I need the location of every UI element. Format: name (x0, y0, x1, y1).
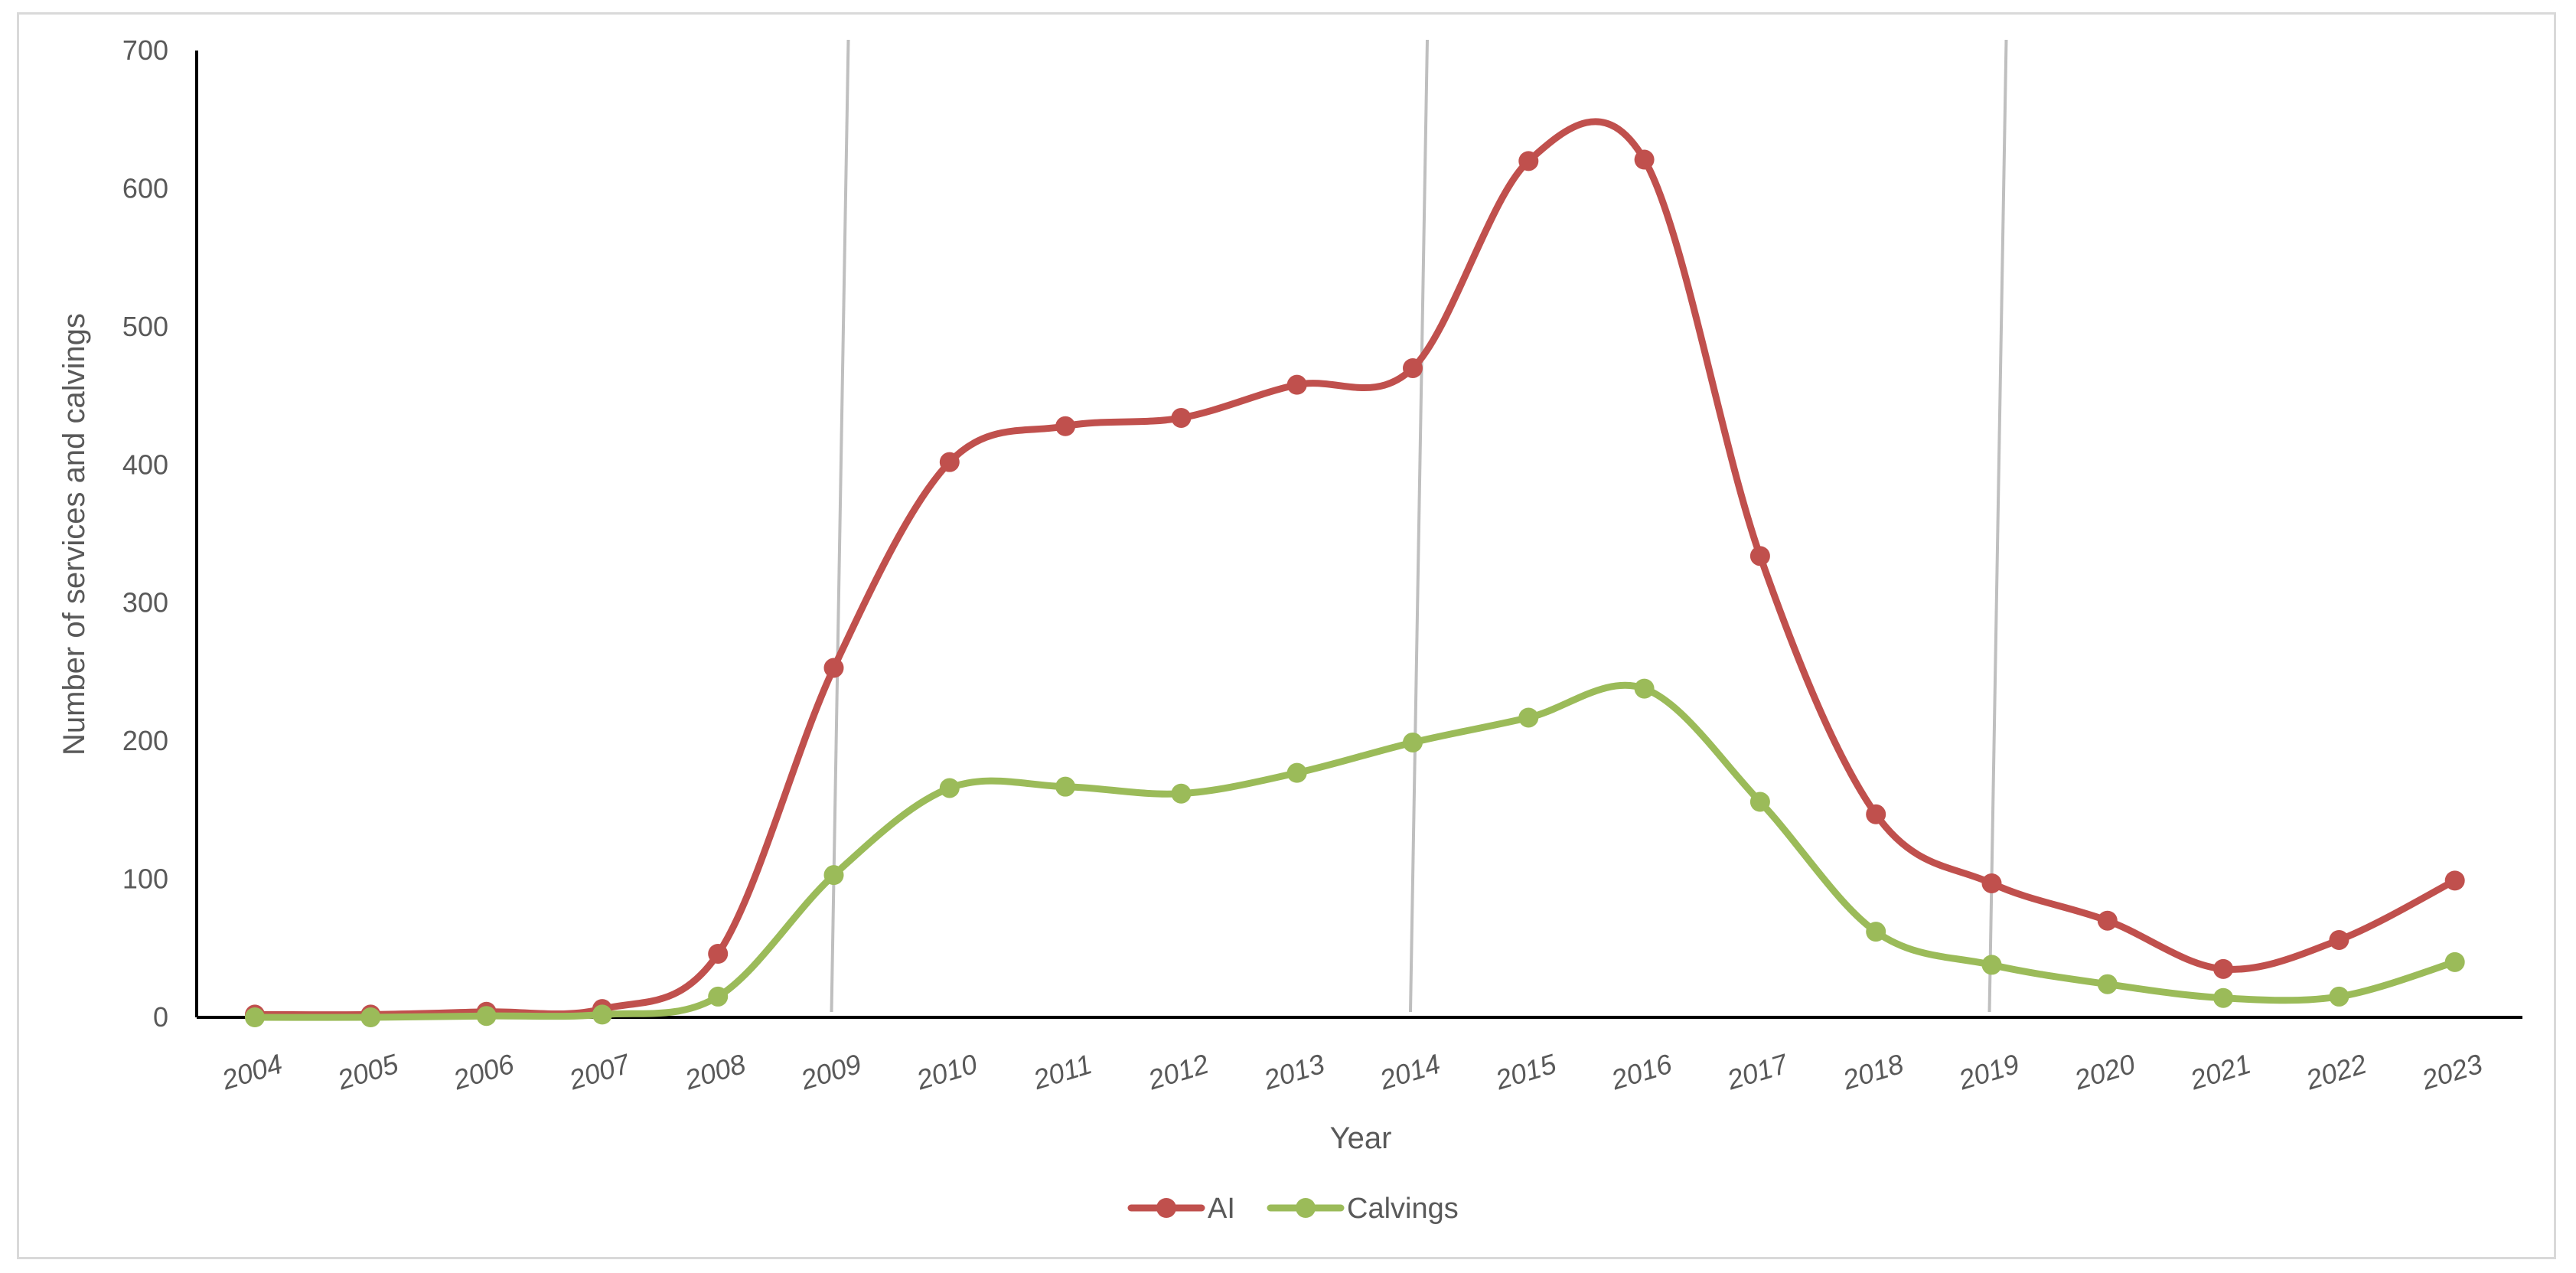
data-point-calvings-2014 (1403, 732, 1423, 752)
x-tick-label: 2023 (2418, 1048, 2486, 1096)
legend-item-calvings: Calvings (1267, 1193, 1459, 1225)
data-point-calvings-2023 (2444, 951, 2465, 972)
x-tick-label: 2021 (2186, 1048, 2255, 1096)
x-tick-label: 2011 (1029, 1048, 1095, 1095)
series-ai (245, 118, 2465, 1025)
data-point-calvings-2013 (1286, 762, 1307, 783)
data-point-calvings-2022 (2329, 986, 2349, 1007)
x-tick-label: 2015 (1491, 1047, 1560, 1095)
y-tick-label: 300 (122, 587, 168, 619)
data-point-ai-2008 (708, 944, 729, 965)
data-point-calvings-2007 (592, 1004, 612, 1025)
series-line-ai (251, 118, 2459, 1019)
data-point-calvings-2004 (245, 1007, 265, 1027)
data-point-ai-2015 (1518, 151, 1539, 171)
reference-line-2014 (1409, 39, 1429, 1013)
data-point-calvings-2016 (1634, 678, 1655, 699)
x-tick-label: 2010 (912, 1048, 981, 1096)
data-point-calvings-2005 (360, 1007, 381, 1027)
x-axis-title: Year (1330, 1121, 1392, 1155)
legend-swatch-marker (1296, 1198, 1316, 1218)
y-tick-label: 500 (122, 311, 168, 342)
data-point-calvings-2015 (1518, 707, 1539, 728)
x-tick-label: 2018 (1838, 1048, 1907, 1096)
x-tick-label: 2022 (2301, 1048, 2370, 1096)
data-point-ai-2018 (1866, 804, 1886, 824)
x-tick-label: 2019 (1955, 1048, 2023, 1096)
data-point-ai-2012 (1171, 407, 1192, 428)
y-tick-label: 600 (122, 172, 168, 204)
y-tick-label: 100 (122, 863, 168, 895)
data-point-ai-2011 (1055, 416, 1076, 436)
data-point-ai-2019 (1981, 873, 2002, 893)
data-point-ai-2013 (1286, 374, 1307, 395)
x-tick-label: 2012 (1143, 1048, 1212, 1096)
series-calvings (245, 678, 2465, 1027)
data-point-calvings-2019 (1981, 955, 2002, 975)
data-point-ai-2023 (2444, 870, 2465, 891)
data-point-calvings-2017 (1749, 792, 1770, 812)
data-point-calvings-2010 (939, 778, 960, 798)
data-point-calvings-2018 (1866, 922, 1886, 942)
x-tick-label: 2013 (1260, 1048, 1329, 1096)
y-tick-label: 0 (153, 1001, 168, 1033)
x-tick-label: 2006 (449, 1047, 518, 1095)
legend-label: AI (1208, 1193, 1235, 1225)
data-point-ai-2016 (1634, 149, 1655, 170)
reference-lines (830, 39, 2008, 1013)
data-point-calvings-2020 (2097, 974, 2118, 994)
legend-item-ai: AI (1127, 1193, 1235, 1225)
data-point-calvings-2021 (2213, 987, 2234, 1008)
x-axis-ticks: 2004 2005 2006 2007 2008 2009 2010 2011 2012 2013… (217, 1047, 2486, 1095)
data-point-calvings-2009 (823, 865, 844, 886)
x-tick-label: 2017 (1723, 1047, 1792, 1095)
x-tick-label: 2009 (797, 1048, 866, 1096)
data-point-calvings-2006 (476, 1006, 497, 1027)
series-line-calvings (251, 681, 2459, 1021)
y-tick-label: 400 (122, 449, 168, 480)
data-point-calvings-2012 (1171, 783, 1192, 804)
chart-frame (17, 12, 2556, 1259)
data-point-ai-2022 (2329, 929, 2349, 950)
data-point-ai-2017 (1749, 546, 1770, 566)
x-tick-label: 2016 (1607, 1047, 1676, 1095)
reference-line-2019 (1987, 39, 2008, 1013)
y-tick-label: 200 (122, 725, 168, 756)
data-point-ai-2009 (823, 658, 844, 678)
data-point-ai-2010 (939, 452, 960, 472)
series-layer (245, 118, 2465, 1027)
x-tick-label: 2004 (217, 1048, 286, 1096)
y-axis-title: Number of services and calvings (57, 313, 91, 756)
data-point-calvings-2008 (708, 986, 729, 1007)
x-tick-label: 2014 (1375, 1048, 1444, 1096)
data-point-ai-2021 (2213, 958, 2234, 979)
data-point-ai-2014 (1403, 357, 1423, 378)
data-point-calvings-2011 (1055, 776, 1076, 797)
legend: AI Calvings (1127, 1193, 1459, 1225)
legend-label: Calvings (1347, 1193, 1459, 1225)
x-tick-label: 2008 (680, 1048, 749, 1096)
reference-line-2009 (830, 39, 850, 1013)
legend-swatch-marker (1156, 1198, 1176, 1218)
x-tick-label: 2020 (2070, 1048, 2139, 1096)
x-tick-label: 2007 (565, 1047, 634, 1095)
y-tick-label: 700 (122, 34, 168, 66)
axes (195, 51, 2522, 1019)
y-axis-ticks: 0 100 200 300 400 500 600 700 (122, 34, 168, 1033)
data-point-ai-2020 (2097, 910, 2118, 931)
x-tick-label: 2005 (333, 1047, 402, 1095)
